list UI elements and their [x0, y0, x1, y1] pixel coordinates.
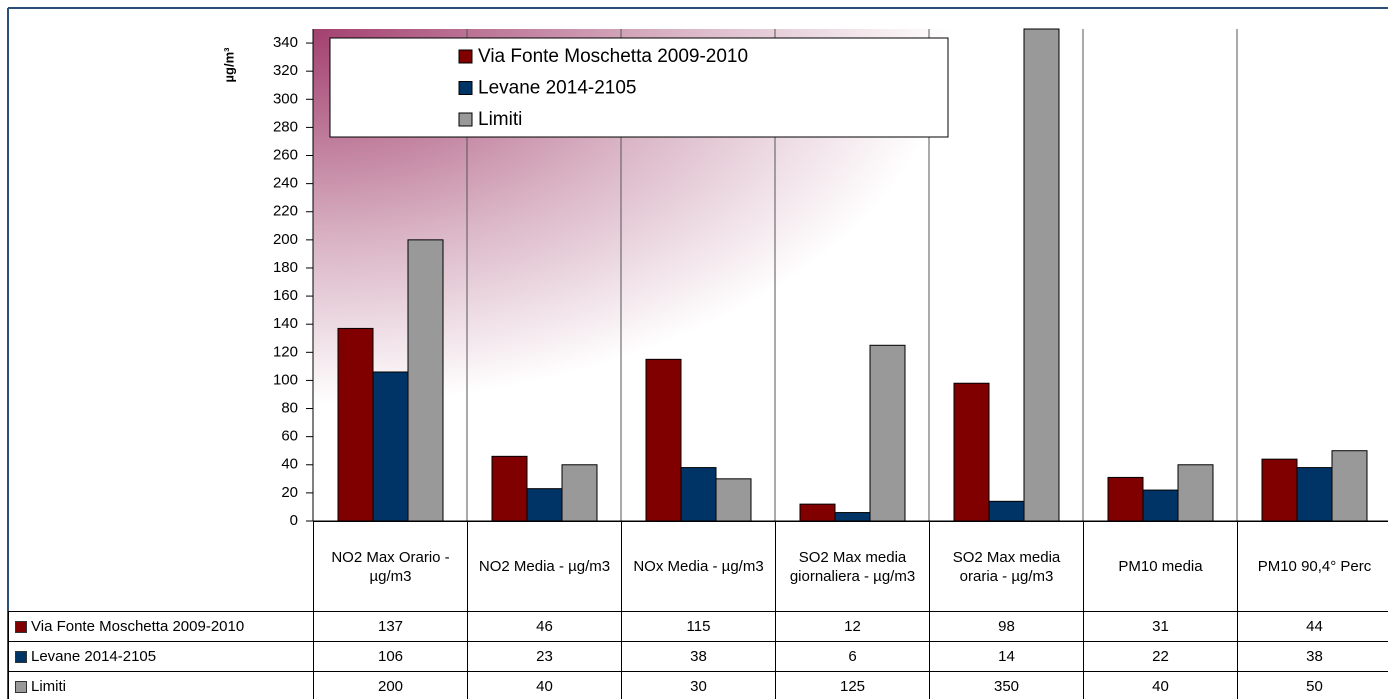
- y-tick-label: 240: [273, 175, 298, 192]
- legend-label: Via Fonte Moschetta 2009-2010: [478, 46, 748, 67]
- bar: [337, 327, 374, 522]
- bar: [715, 478, 752, 522]
- legend-swatch: [458, 49, 473, 64]
- table-value: 115: [621, 611, 776, 642]
- table-row-label: Via Fonte Moschetta 2009-2010: [8, 611, 314, 642]
- bar: [869, 344, 906, 522]
- table-value: 137: [313, 611, 468, 642]
- y-tick-label: 320: [273, 62, 298, 79]
- category-label: SO2 Max media oraria - µg/m3: [929, 521, 1084, 612]
- category-label: PM10 media: [1083, 521, 1238, 612]
- table-value: 31: [1083, 611, 1238, 642]
- legend-swatch: [458, 81, 473, 95]
- table-value: 50: [1237, 671, 1388, 699]
- category-label: NO2 Media - µg/m3: [467, 521, 622, 612]
- table-value: 14: [929, 641, 1084, 672]
- series-name: Via Fonte Moschetta 2009-2010: [31, 618, 245, 635]
- bar: [834, 512, 871, 522]
- table-value: 200: [313, 671, 468, 699]
- bar: [372, 371, 409, 522]
- table-value: 106: [313, 641, 468, 672]
- legend-swatch: [458, 112, 473, 127]
- category-label: PM10 90,4° Perc: [1237, 521, 1388, 612]
- y-tick-label: 0: [290, 512, 298, 529]
- bar: [491, 455, 528, 522]
- table-row-label: Limiti: [8, 671, 314, 699]
- y-tick-label: 280: [273, 118, 298, 135]
- y-tick-label: 40: [281, 456, 298, 473]
- bar: [1261, 458, 1298, 522]
- y-tick-label: 200: [273, 231, 298, 248]
- table-value: 350: [929, 671, 1084, 699]
- table-value: 125: [775, 671, 930, 699]
- bar: [1107, 476, 1144, 522]
- legend-swatch: [15, 680, 27, 693]
- legend-label: Levane 2014-2105: [478, 78, 636, 99]
- y-tick-label: 100: [273, 371, 298, 388]
- category-label: NO2 Max Orario - µg/m3: [313, 521, 468, 612]
- table-value: 40: [1083, 671, 1238, 699]
- table-value: 22: [1083, 641, 1238, 672]
- bar: [799, 503, 836, 522]
- y-axis-label: µg/m³: [221, 47, 236, 83]
- table-value: 46: [467, 611, 622, 642]
- series-name: Limiti: [31, 678, 67, 695]
- bar: [1023, 28, 1060, 522]
- series-name: Levane 2014-2105: [31, 648, 157, 665]
- y-tick-label: 340: [273, 34, 298, 51]
- bar: [645, 358, 682, 522]
- y-tick-label: 180: [273, 259, 298, 276]
- legend-label: Limiti: [478, 109, 522, 130]
- table-value: 38: [1237, 641, 1388, 672]
- y-tick-label: 220: [273, 203, 298, 220]
- category-label: SO2 Max media giornaliera - µg/m3: [775, 521, 930, 612]
- y-tick-label: 300: [273, 90, 298, 107]
- table-value: 98: [929, 611, 1084, 642]
- bar: [407, 239, 444, 522]
- table-value: 38: [621, 641, 776, 672]
- table-value: 6: [775, 641, 930, 672]
- table-value: 23: [467, 641, 622, 672]
- bar: [1142, 489, 1179, 522]
- y-tick-label: 20: [281, 484, 298, 501]
- y-tick-label: 160: [273, 287, 298, 304]
- table-row-label: Levane 2014-2105: [8, 641, 314, 672]
- bar: [526, 488, 563, 522]
- category-label: NOx Media - µg/m3: [621, 521, 776, 612]
- bar: [1331, 450, 1368, 522]
- legend-swatch: [15, 620, 27, 633]
- bar: [680, 467, 717, 522]
- table-value: 40: [467, 671, 622, 699]
- bar: [953, 382, 990, 522]
- y-tick-label: 260: [273, 146, 298, 163]
- y-tick-label: 120: [273, 343, 298, 360]
- bar: [561, 464, 598, 522]
- bar: [988, 500, 1025, 522]
- y-tick-label: 60: [281, 428, 298, 445]
- bar: [1177, 464, 1214, 522]
- legend-swatch: [15, 650, 27, 663]
- table-value: 12: [775, 611, 930, 642]
- bar: [1296, 467, 1333, 522]
- y-tick-label: 140: [273, 315, 298, 332]
- table-value: 30: [621, 671, 776, 699]
- y-tick-label: 80: [281, 400, 298, 417]
- table-value: 44: [1237, 611, 1388, 642]
- legend-box: [329, 37, 949, 138]
